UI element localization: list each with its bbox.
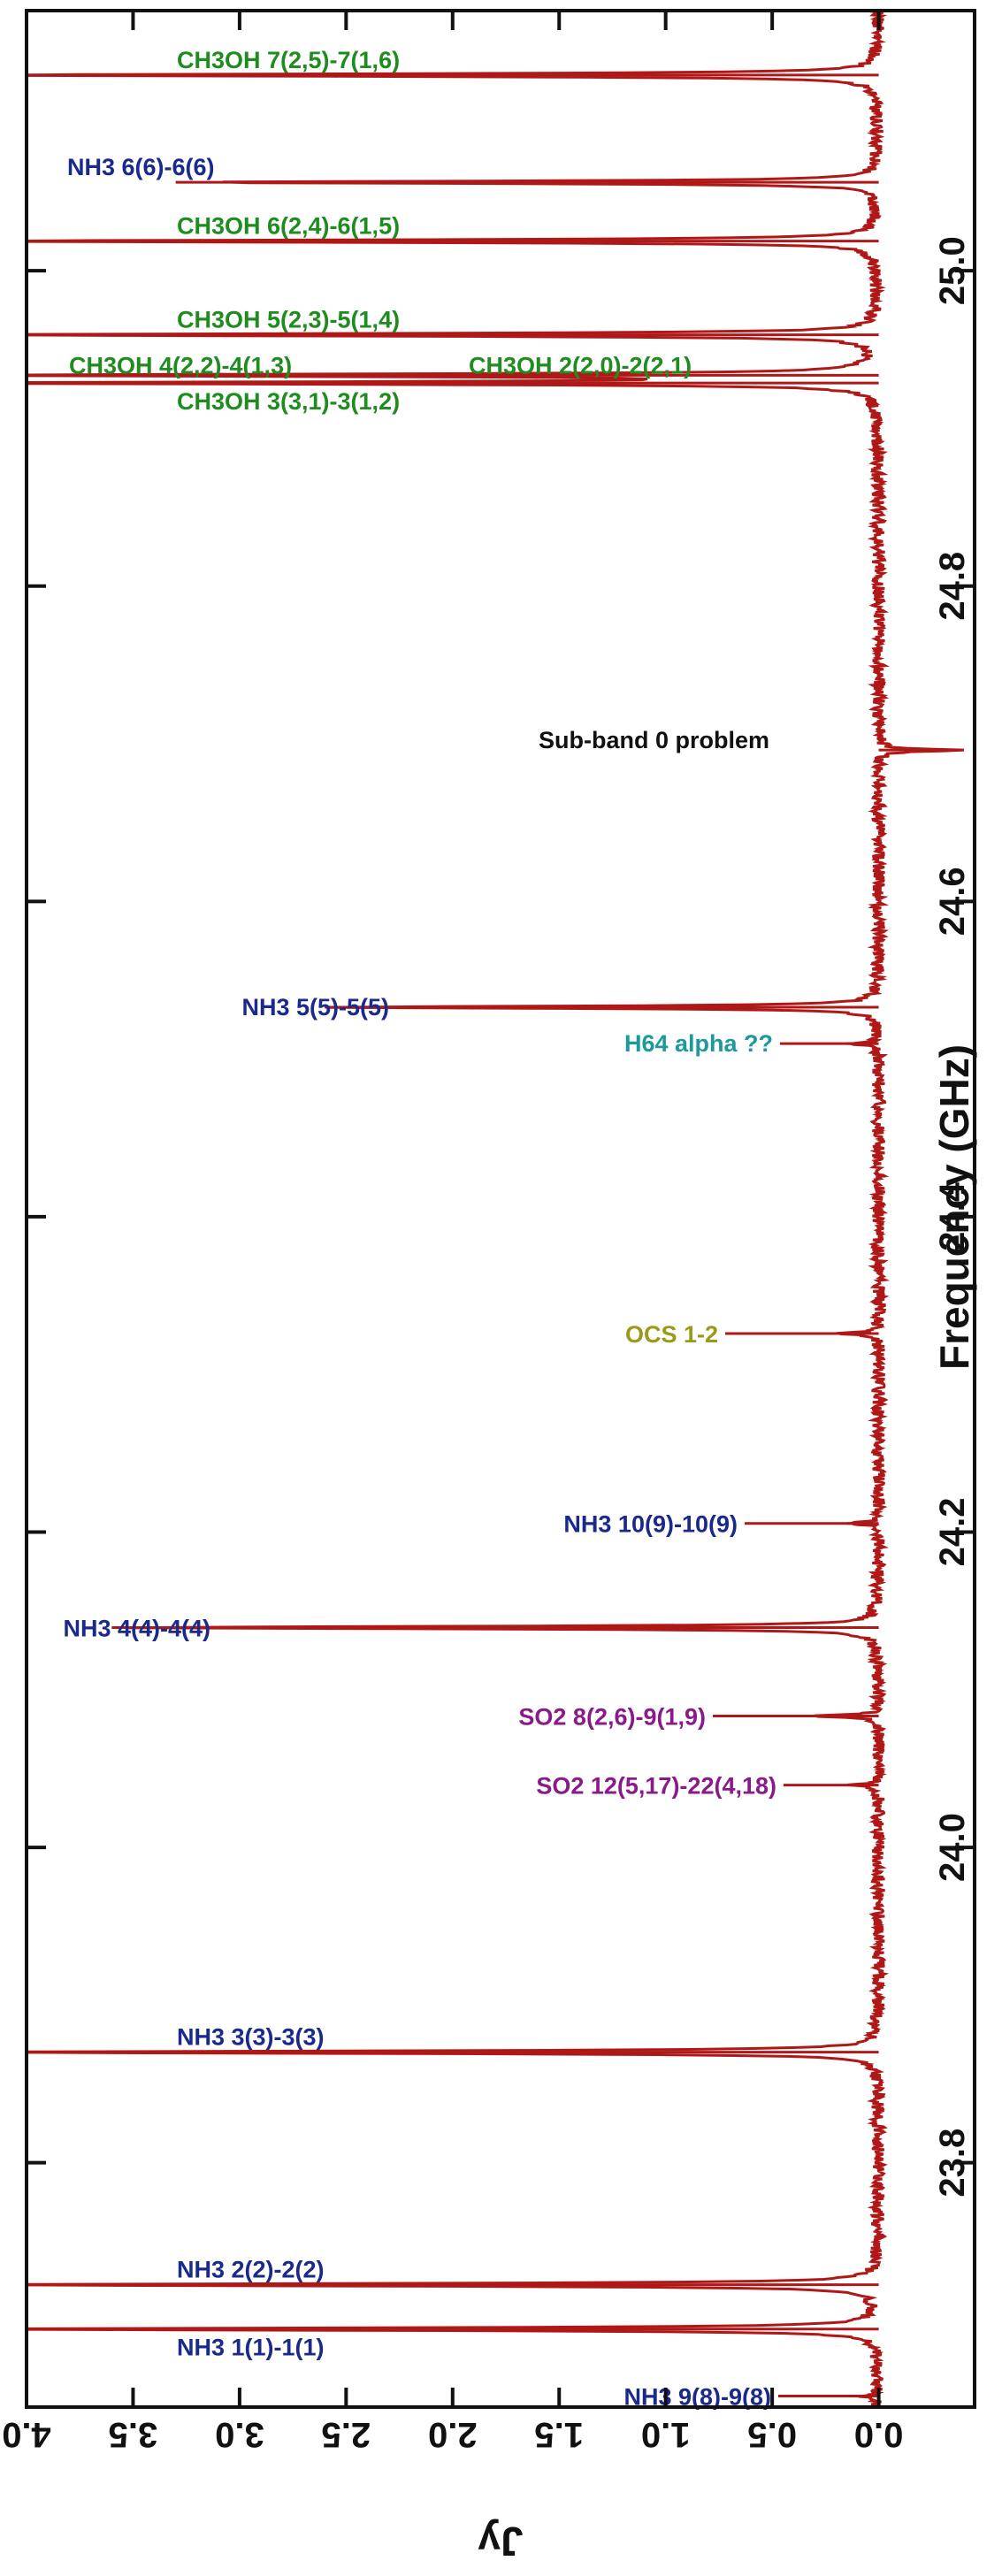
line-annotation-label: CH3OH 5(2,3)-5(1,4) — [177, 307, 400, 333]
y-tick-label: 0.5 — [747, 2415, 797, 2454]
flux-axis-ticks: 0.0 0.5 1.0 1.5 2.0 2.5 3.0 3.5 4.0 — [2, 11, 903, 2454]
x-tick-label: 25.0 — [933, 236, 972, 305]
line-annotation-label: SO2 12(5,17)-22(4,18) — [536, 1773, 776, 1800]
x-tick-label: 24.0 — [933, 1813, 972, 1882]
line-annotation-label: CH3OH 7(2,5)-7(1,6) — [177, 47, 400, 73]
line-annotation-label: H64 alpha ?? — [624, 1030, 773, 1057]
line-annotation-label: NH3 10(9)-10(9) — [563, 1511, 738, 1538]
x-tick-label: 24.6 — [933, 867, 972, 936]
plot-frame — [25, 9, 976, 2409]
y-tick-label: 2.0 — [428, 2415, 478, 2454]
line-annotation-label: OCS 1-2 — [625, 1321, 718, 1348]
x-tick-label: 24.8 — [933, 552, 972, 621]
y-tick-label: 3.0 — [215, 2415, 264, 2454]
y-tick-label: 1.5 — [534, 2415, 584, 2454]
y-tick-label: 3.5 — [109, 2415, 158, 2454]
line-annotation-label: CH3OH 2(2,0)-2(2,1) — [469, 352, 692, 378]
line-annotation-label: CH3OH 6(2,4)-6(1,5) — [177, 213, 400, 240]
line-annotations: CH3OH 7(2,5)-7(1,6) NH3 6(6)-6(6) CH3OH 6(… — [63, 47, 877, 2411]
x-tick-label: 23.8 — [933, 2129, 972, 2198]
line-annotation-label: NH3 3(3)-3(3) — [177, 2024, 325, 2051]
line-annotation-label: NH3 2(2)-2(2) — [177, 2257, 325, 2283]
y-tick-label: 4.0 — [2, 2415, 51, 2454]
line-annotation-label: CH3OH 4(2,2)-4(1,3) — [69, 352, 292, 378]
flux-axis-title: Jy — [478, 2519, 524, 2565]
line-annotation-label: CH3OH 3(3,1)-3(1,2) — [177, 388, 400, 415]
line-annotation-label: SO2 8(2,6)-9(1,9) — [518, 1704, 706, 1731]
y-tick-label: 2.5 — [322, 2415, 371, 2454]
line-annotation-label: NH3 4(4)-4(4) — [63, 1616, 210, 1642]
x-tick-label: 24.4 — [933, 1181, 972, 1251]
y-tick-label: 0.0 — [854, 2415, 904, 2454]
frequency-axis-title: Frequency (GHz) — [931, 1044, 977, 1370]
y-tick-label: 1.0 — [641, 2415, 691, 2454]
line-annotation-label: Sub-band 0 problem — [539, 727, 769, 753]
x-tick-label: 24.2 — [933, 1498, 972, 1567]
spectrum-line — [27, 11, 964, 2407]
line-annotation-label: NH3 5(5)-5(5) — [241, 994, 389, 1020]
line-annotation-label: NH3 1(1)-1(1) — [177, 2335, 325, 2361]
line-annotation-label: NH3 6(6)-6(6) — [67, 154, 215, 180]
frequency-axis-ticks: 23.8 24.0 24.2 24.4 24.6 24.8 25.0 — [27, 236, 975, 2198]
